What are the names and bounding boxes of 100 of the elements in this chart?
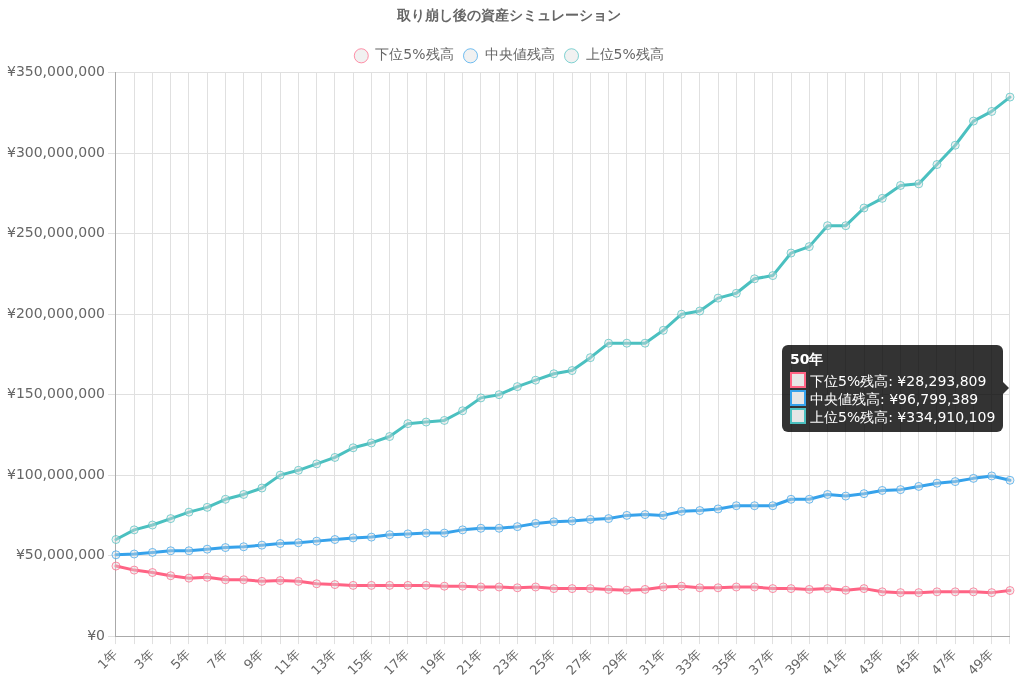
point bbox=[877, 587, 887, 597]
point bbox=[713, 583, 723, 593]
point bbox=[604, 338, 614, 348]
x-tick-label: 43年 bbox=[855, 646, 887, 678]
point bbox=[567, 366, 577, 376]
point bbox=[750, 274, 760, 284]
point bbox=[549, 369, 559, 379]
point bbox=[421, 417, 431, 427]
x-tick-label: 13年 bbox=[307, 646, 340, 678]
x-tick-label: 11年 bbox=[271, 646, 303, 678]
point bbox=[640, 584, 650, 594]
point bbox=[677, 309, 687, 319]
point bbox=[275, 470, 285, 480]
point bbox=[804, 494, 814, 504]
point bbox=[950, 587, 960, 597]
point bbox=[677, 506, 687, 516]
point bbox=[439, 581, 449, 591]
point bbox=[567, 584, 577, 594]
point bbox=[768, 501, 778, 511]
point bbox=[1005, 92, 1015, 102]
point bbox=[202, 572, 212, 582]
point bbox=[968, 473, 978, 483]
point bbox=[658, 325, 668, 335]
point bbox=[129, 565, 139, 575]
x-tick-label: 25年 bbox=[526, 646, 559, 678]
point bbox=[512, 522, 522, 532]
point bbox=[239, 542, 249, 552]
x-tick-label: 15年 bbox=[344, 646, 376, 678]
point bbox=[896, 588, 905, 598]
x-tick-label: 45年 bbox=[891, 646, 924, 678]
point bbox=[604, 584, 614, 594]
point bbox=[439, 415, 449, 425]
point bbox=[403, 580, 413, 590]
point bbox=[275, 576, 285, 586]
point bbox=[713, 293, 723, 303]
point bbox=[257, 483, 267, 493]
point bbox=[640, 338, 650, 348]
point bbox=[531, 375, 541, 385]
x-tick-label: 3年 bbox=[131, 646, 157, 673]
point bbox=[1005, 475, 1015, 485]
point bbox=[786, 584, 796, 594]
point bbox=[531, 518, 541, 528]
point bbox=[750, 582, 760, 592]
x-tick-label: 19年 bbox=[417, 646, 449, 678]
point bbox=[823, 489, 833, 499]
point bbox=[604, 514, 614, 524]
point bbox=[622, 510, 632, 520]
point bbox=[129, 525, 139, 535]
point bbox=[385, 530, 395, 540]
point bbox=[366, 532, 376, 542]
point bbox=[950, 140, 960, 150]
point bbox=[768, 271, 778, 281]
point bbox=[239, 489, 249, 499]
point bbox=[476, 393, 486, 403]
point bbox=[257, 540, 267, 550]
point bbox=[239, 575, 249, 585]
point bbox=[914, 588, 924, 598]
x-tick-label: 5年 bbox=[167, 646, 194, 673]
point bbox=[531, 582, 541, 592]
x-tick-label: 35年 bbox=[709, 646, 741, 678]
legend-label: 下位5%残高 bbox=[375, 46, 454, 63]
point bbox=[494, 523, 504, 533]
point bbox=[439, 528, 449, 538]
point bbox=[804, 584, 814, 594]
point bbox=[403, 529, 413, 539]
point bbox=[841, 491, 851, 501]
point bbox=[111, 550, 121, 560]
point bbox=[768, 584, 778, 594]
point bbox=[932, 160, 942, 170]
point bbox=[421, 580, 431, 590]
point bbox=[877, 485, 887, 495]
point bbox=[458, 525, 468, 535]
point bbox=[512, 583, 522, 593]
point bbox=[330, 535, 340, 545]
point bbox=[385, 432, 395, 442]
point bbox=[713, 504, 723, 514]
point bbox=[275, 539, 285, 549]
point bbox=[896, 485, 905, 495]
point bbox=[695, 506, 705, 516]
annotation: 50年 bbox=[789, 350, 825, 368]
point bbox=[220, 494, 230, 504]
chart-title: 取り崩し後の資産シミュレーション bbox=[396, 7, 621, 24]
point bbox=[786, 494, 796, 504]
point bbox=[585, 353, 595, 363]
point bbox=[166, 546, 176, 556]
point bbox=[494, 390, 504, 400]
x-tick-label: 9年 bbox=[240, 646, 267, 673]
point bbox=[312, 579, 322, 589]
point bbox=[348, 533, 358, 543]
y-tick-label: ¥200,000,000 bbox=[6, 304, 105, 321]
point bbox=[877, 193, 887, 203]
point bbox=[859, 203, 869, 213]
point bbox=[731, 501, 741, 511]
y-tick-label: ¥50,000,000 bbox=[15, 546, 105, 563]
point bbox=[476, 523, 486, 533]
point bbox=[968, 587, 978, 597]
y-tick-label: ¥350,000,000 bbox=[6, 63, 105, 80]
point bbox=[695, 306, 705, 316]
point bbox=[458, 581, 468, 591]
point bbox=[385, 580, 395, 590]
